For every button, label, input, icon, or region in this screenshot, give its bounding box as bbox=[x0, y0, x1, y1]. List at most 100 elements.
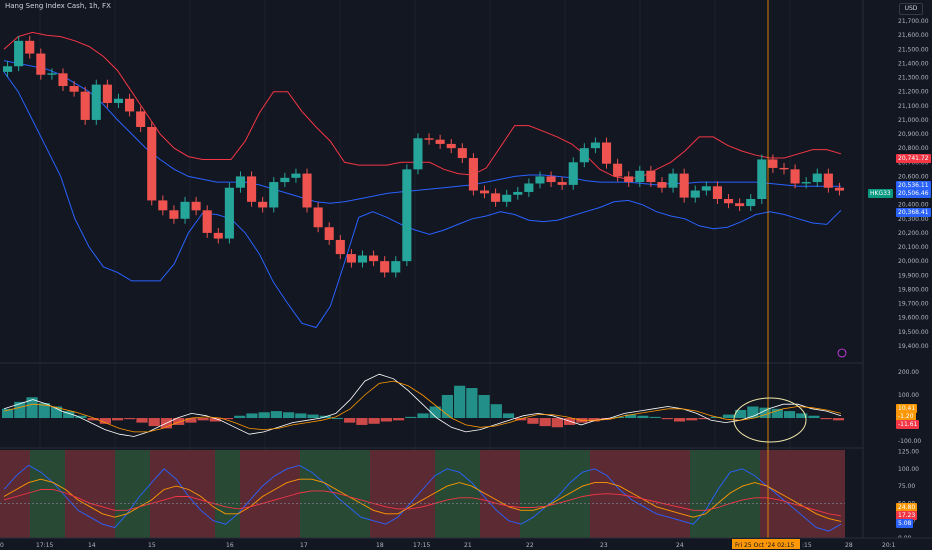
macd-histogram-bar[interactable] bbox=[344, 418, 356, 423]
candle-body[interactable] bbox=[180, 201, 190, 219]
candle-body[interactable] bbox=[491, 193, 501, 202]
candle-body[interactable] bbox=[535, 176, 545, 184]
macd-pane[interactable] bbox=[2, 373, 844, 437]
candle-body[interactable] bbox=[125, 98, 135, 112]
macd-histogram-bar[interactable] bbox=[649, 416, 661, 419]
candle-body[interactable] bbox=[69, 86, 79, 92]
macd-histogram-bar[interactable] bbox=[270, 411, 282, 419]
macd-histogram-bar[interactable] bbox=[307, 414, 319, 419]
macd-histogram-bar[interactable] bbox=[258, 412, 270, 419]
candle-body[interactable] bbox=[213, 232, 223, 239]
candle-body[interactable] bbox=[14, 40, 24, 67]
macd-histogram-bar[interactable] bbox=[771, 408, 783, 419]
candle-body[interactable] bbox=[391, 261, 401, 273]
macd-histogram-bar[interactable] bbox=[173, 418, 185, 425]
candle-body[interactable] bbox=[302, 173, 312, 208]
candle-body[interactable] bbox=[568, 162, 578, 185]
candle-body[interactable] bbox=[690, 190, 700, 198]
candle-body[interactable] bbox=[357, 255, 368, 263]
candle-body[interactable] bbox=[834, 187, 844, 191]
macd-histogram-bar[interactable] bbox=[441, 394, 454, 419]
macd-histogram-bar[interactable] bbox=[283, 412, 295, 419]
candle-body[interactable] bbox=[579, 148, 589, 163]
macd-histogram-bar[interactable] bbox=[527, 418, 539, 424]
candle-body[interactable] bbox=[679, 173, 689, 198]
candle-body[interactable] bbox=[624, 176, 634, 183]
candle-body[interactable] bbox=[191, 201, 201, 211]
candle-body[interactable] bbox=[502, 194, 512, 202]
candle-body[interactable] bbox=[202, 210, 212, 233]
macd-histogram-bar[interactable] bbox=[392, 418, 405, 421]
candle-body[interactable] bbox=[446, 143, 456, 149]
candle-body[interactable] bbox=[546, 176, 556, 183]
macd-histogram-bar[interactable] bbox=[99, 418, 111, 424]
macd-histogram-bar[interactable] bbox=[356, 418, 368, 425]
candle-body[interactable] bbox=[346, 254, 356, 263]
macd-histogram-bar[interactable] bbox=[331, 418, 344, 420]
macd-histogram-bar[interactable] bbox=[661, 418, 673, 420]
candle-body[interactable] bbox=[402, 169, 412, 262]
macd-histogram-bar[interactable] bbox=[429, 406, 441, 419]
candle-body[interactable] bbox=[735, 203, 745, 207]
macd-histogram-bar[interactable] bbox=[295, 413, 307, 419]
candle-body[interactable] bbox=[147, 126, 157, 201]
candle-body[interactable] bbox=[247, 176, 257, 202]
macd-histogram-bar[interactable] bbox=[722, 414, 735, 419]
candle-body[interactable] bbox=[158, 200, 168, 211]
macd-histogram-bar[interactable] bbox=[26, 397, 38, 419]
candle-body[interactable] bbox=[280, 177, 290, 183]
macd-histogram-bar[interactable] bbox=[368, 418, 380, 424]
macd-histogram-bar[interactable] bbox=[221, 418, 234, 420]
candle-body[interactable] bbox=[58, 73, 68, 87]
candle-body[interactable] bbox=[812, 173, 822, 183]
macd-histogram-bar[interactable] bbox=[111, 418, 124, 421]
macd-histogram-bar[interactable] bbox=[747, 406, 759, 419]
candle-body[interactable] bbox=[590, 142, 600, 149]
candle-body[interactable] bbox=[823, 173, 833, 188]
macd-histogram-bar[interactable] bbox=[698, 418, 710, 420]
candle-body[interactable] bbox=[335, 239, 345, 255]
candle-body[interactable] bbox=[479, 190, 490, 194]
candle-body[interactable] bbox=[136, 111, 146, 127]
candle-body[interactable] bbox=[601, 142, 612, 164]
candle-body[interactable] bbox=[258, 201, 268, 208]
candle-body[interactable] bbox=[291, 173, 301, 178]
macd-histogram-bar[interactable] bbox=[759, 407, 771, 419]
macd-histogram-bar[interactable] bbox=[197, 418, 209, 421]
candle-body[interactable] bbox=[36, 53, 46, 75]
macd-histogram-bar[interactable] bbox=[466, 388, 478, 419]
macd-histogram-bar[interactable] bbox=[234, 415, 246, 419]
macd-histogram-bar[interactable] bbox=[539, 418, 551, 427]
macd-histogram-bar[interactable] bbox=[87, 418, 99, 421]
macd-histogram-bar[interactable] bbox=[136, 418, 148, 423]
time-axis[interactable]: 0 17:15 14 15 16 17 18 17:15 21 22 23 24 28 20:1 Fri 2… bbox=[0, 537, 932, 550]
macd-histogram-bar[interactable] bbox=[454, 385, 466, 419]
candle-body[interactable] bbox=[324, 227, 334, 240]
candle-body[interactable] bbox=[646, 170, 656, 183]
candle-body[interactable] bbox=[369, 255, 379, 262]
macd-histogram-bar[interactable] bbox=[417, 413, 429, 419]
macd-histogram-bar[interactable] bbox=[551, 418, 563, 428]
macd-histogram-bar[interactable] bbox=[63, 411, 75, 419]
rsi-pane[interactable] bbox=[0, 464, 845, 532]
macd-histogram-bar[interactable] bbox=[832, 418, 844, 421]
candle-body[interactable] bbox=[801, 182, 811, 184]
candle-body[interactable] bbox=[413, 138, 423, 170]
candle-body[interactable] bbox=[513, 191, 523, 195]
candle-body[interactable] bbox=[790, 169, 800, 184]
candle-body[interactable] bbox=[768, 159, 778, 168]
macd-histogram-bar[interactable] bbox=[148, 418, 160, 427]
macd-histogram-bar[interactable] bbox=[75, 415, 87, 419]
candle-body[interactable] bbox=[47, 73, 57, 75]
candle-body[interactable] bbox=[313, 207, 323, 228]
price-axis[interactable]: 21,700.00 21,600.00 21,500.00 21,400.00 21,3… bbox=[862, 0, 932, 550]
macd-histogram-bar[interactable] bbox=[502, 413, 515, 419]
macd-histogram-bar[interactable] bbox=[673, 418, 686, 422]
candle-body[interactable] bbox=[269, 182, 279, 208]
candle-body[interactable] bbox=[723, 199, 734, 204]
macd-histogram-bar[interactable] bbox=[735, 409, 747, 419]
macd-histogram-bar[interactable] bbox=[490, 404, 502, 419]
candle-body[interactable] bbox=[657, 182, 667, 188]
macd-histogram-bar[interactable] bbox=[686, 418, 698, 421]
